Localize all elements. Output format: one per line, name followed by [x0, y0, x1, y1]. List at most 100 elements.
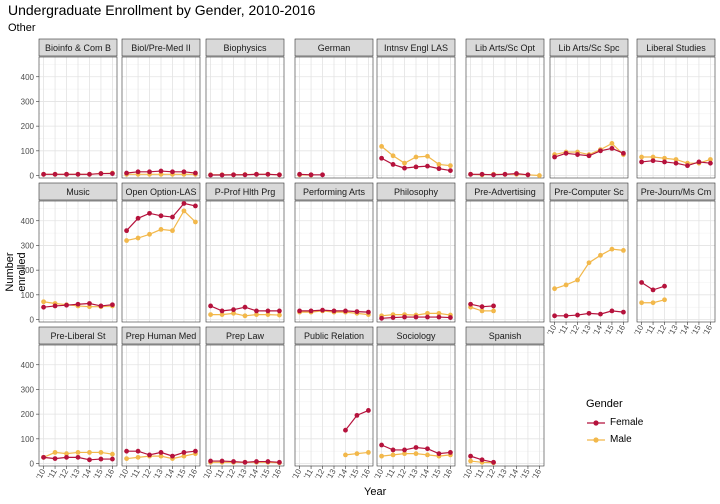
x-tick-label: '15: [690, 323, 703, 337]
strip-open-option-las: [121, 182, 201, 201]
x-tick-label: '15: [259, 467, 272, 481]
male-point-pre-liberal-st: [98, 450, 104, 455]
male-point-sociology: [425, 452, 430, 458]
female-point-lib-arts-sc-spc: [563, 150, 569, 156]
strip-label-spanish: Spanish: [489, 331, 522, 341]
female-point-philosophy: [402, 314, 407, 320]
male-point-intnsv-engl-las: [436, 162, 442, 167]
female-point-philosophy: [448, 315, 453, 320]
female-point-performing-arts: [297, 308, 302, 314]
female-point-bioinfo-com-b: [98, 171, 104, 176]
female-point-intnsv-engl-las: [413, 164, 419, 170]
female-point-pre-advertising: [491, 303, 496, 309]
female-point-p-prof-hlth-prg: [254, 308, 259, 314]
female-point-prep-human-med: [158, 450, 164, 455]
strip-label-biophysics: Biophysics: [223, 43, 267, 53]
male-point-open-option-las: [170, 228, 175, 234]
legend-key-female: [586, 418, 606, 428]
female-point-liberal-studies: [673, 160, 679, 166]
female-point-pre-liberal-st: [75, 454, 81, 460]
legend: Gender Female Male: [586, 398, 643, 448]
male-point-p-prof-hlth-prg: [265, 312, 271, 317]
x-tick-label: '10: [201, 467, 214, 481]
strip-label-music: Music: [66, 187, 90, 197]
female-point-performing-arts: [308, 308, 314, 314]
y-tick-label: 100: [21, 291, 35, 300]
panel-border-intnsv-engl-las: [376, 56, 456, 179]
male-point-pre-computer-sc: [621, 247, 626, 253]
x-tick-label: '15: [348, 467, 361, 481]
male-point-liberal-studies: [662, 155, 667, 161]
x-tick-label: '14: [678, 323, 691, 337]
female-point-pre-computer-sc: [598, 311, 603, 317]
female-point-pre-journ-ms-cm: [650, 287, 656, 293]
female-point-prep-law: [254, 459, 259, 464]
female-point-public-relation: [343, 427, 348, 433]
panel-border-performing-arts: [294, 200, 374, 323]
female-point-pre-journ-ms-cm: [639, 280, 644, 285]
female-point-prep-human-med: [170, 453, 175, 459]
x-tick-label: '10: [34, 467, 47, 481]
panel-border-biophysics: [205, 56, 285, 179]
female-point-sociology: [448, 450, 453, 455]
female-point-public-relation: [354, 412, 360, 418]
female-point-intnsv-engl-las: [436, 166, 442, 172]
strip-label-philosophy: Philosophy: [394, 187, 439, 197]
female-point-music: [110, 302, 115, 308]
y-tick-label: 200: [21, 410, 35, 419]
female-point-pre-liberal-st: [64, 454, 69, 460]
female-point-prep-law: [208, 458, 213, 464]
female-point-p-prof-hlth-prg: [219, 308, 225, 314]
male-point-open-option-las: [181, 208, 187, 214]
x-tick-label: '16: [186, 467, 199, 481]
strip-label-pre-advertising: Pre-Advertising: [474, 187, 536, 197]
female-point-biol-pre-med-ii: [193, 170, 198, 176]
female-point-p-prof-hlth-prg: [242, 304, 248, 310]
x-tick-label: '14: [80, 467, 93, 481]
female-point-german: [297, 171, 302, 177]
female-point-pre-computer-sc: [621, 309, 626, 315]
female-point-open-option-las: [193, 203, 198, 209]
male-point-p-prof-hlth-prg: [231, 310, 236, 316]
strip-prep-human-med: [121, 326, 201, 345]
female-point-bioinfo-com-b: [41, 171, 46, 177]
female-point-pre-computer-sc: [575, 312, 580, 318]
panel-border-philosophy: [376, 200, 456, 323]
male-point-public-relation: [343, 452, 348, 458]
female-point-music: [87, 301, 92, 306]
x-tick-label: '11: [644, 323, 657, 336]
female-point-prep-human-med: [135, 448, 141, 454]
female-point-bioinfo-com-b: [75, 171, 81, 177]
strip-label-biol-pre-med-ii: Biol/Pre-Med II: [131, 43, 191, 53]
male-point-philosophy: [425, 310, 430, 316]
female-point-pre-advertising: [468, 301, 473, 307]
male-point-pre-advertising: [491, 308, 496, 314]
x-tick-label: '15: [603, 323, 616, 337]
female-point-open-option-las: [181, 201, 187, 206]
strip-intnsv-engl-las: [376, 38, 456, 57]
panel-border-p-prof-hlth-prg: [205, 200, 285, 323]
male-point-liberal-studies: [708, 157, 713, 162]
male-point-p-prof-hlth-prg: [277, 312, 282, 318]
x-tick-label: '16: [614, 323, 627, 337]
female-point-spanish: [468, 453, 473, 459]
female-point-open-option-las: [147, 210, 152, 216]
female-point-philosophy: [413, 314, 419, 320]
male-point-music: [41, 299, 46, 305]
female-point-lib-arts-sc-opt: [514, 171, 519, 176]
male-point-p-prof-hlth-prg: [219, 312, 225, 317]
y-tick-label: 100: [21, 435, 35, 444]
female-point-lib-arts-sc-opt: [468, 171, 473, 177]
male-point-pre-computer-sc: [609, 246, 615, 252]
female-point-sociology: [413, 445, 419, 450]
female-point-liberal-studies: [685, 163, 690, 169]
x-tick-label: '14: [336, 467, 349, 481]
x-tick-label: '10: [372, 467, 385, 481]
y-tick-label: 0: [30, 316, 35, 325]
strip-performing-arts: [294, 182, 374, 201]
x-tick-label: '15: [430, 467, 443, 481]
strip-philosophy: [376, 182, 456, 201]
legend-label-female: Female: [610, 417, 644, 428]
female-point-sociology: [436, 451, 442, 457]
female-point-lib-arts-sc-spc: [586, 153, 592, 159]
